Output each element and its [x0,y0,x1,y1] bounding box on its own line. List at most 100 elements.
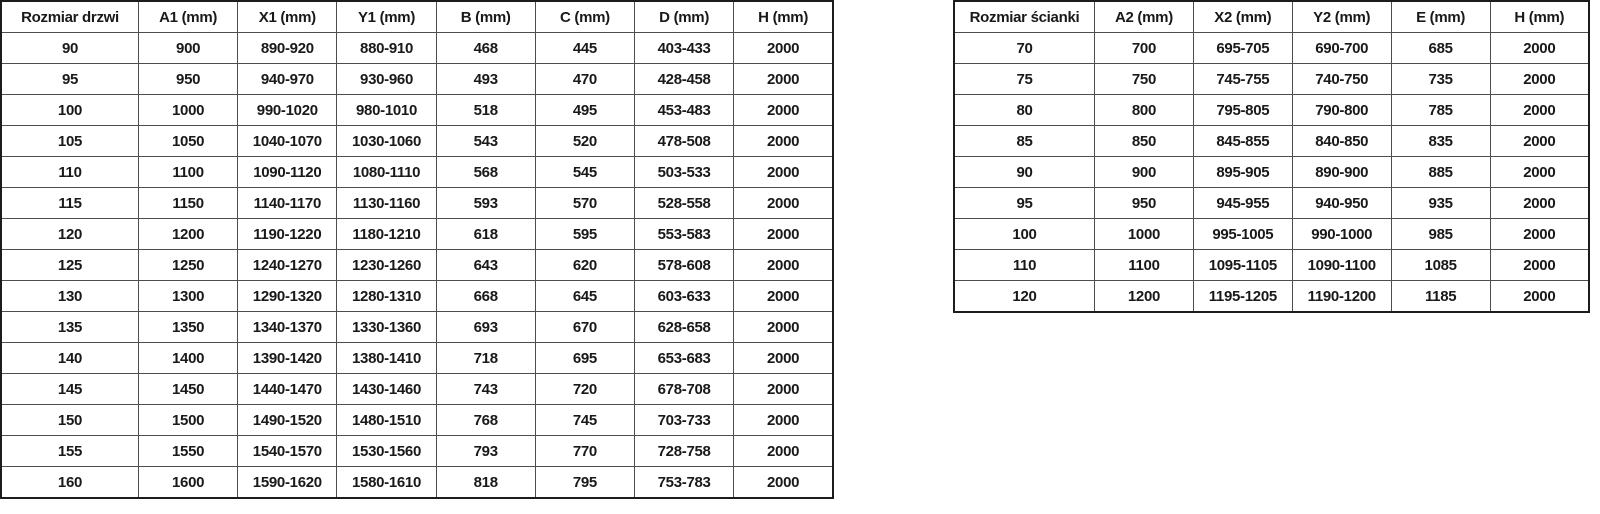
table-cell: 745 [534,404,636,436]
wall-sizes-table: Rozmiar ścianki A2 (mm) X2 (mm) Y2 (mm) E (m… [953,0,1590,313]
table-cell: 110 [953,249,1095,281]
table-row: 90 900 890-920 880-910 468 445 403-433 2000 [0,32,834,64]
table-cell: 1240-1270 [237,249,338,281]
table-cell: 1000 [1094,218,1194,250]
table-cell: 2000 [733,466,834,499]
table-row: 145 1450 1440-1470 1430-1460 743 720 678-708 20… [0,373,834,405]
table-cell: 2000 [733,94,834,126]
table-cell: 120 [953,280,1095,313]
table-cell: 1090-1100 [1291,249,1392,281]
column-header: D (mm) [634,0,735,33]
table-row: 130 1300 1290-1320 1280-1310 668 645 603-633 20… [0,280,834,312]
table-cell: 95 [953,187,1095,219]
table-row: 125 1250 1240-1270 1230-1260 643 620 578-608 20… [0,249,834,281]
header-row: Rozmiar drzwi A1 (mm) X1 (mm) Y1 (mm) B (mm)… [0,0,834,33]
table-cell: 700 [1094,32,1194,64]
table-cell: 940-970 [237,63,338,95]
table-row: 95 950 945-955 940-950 935 2000 [953,187,1590,219]
table-cell: 2000 [1489,125,1590,157]
table-cell: 1530-1560 [336,435,437,467]
table-cell: 140 [0,342,139,374]
table-cell: 95 [0,63,139,95]
table-cell: 2000 [733,125,834,157]
table-cell: 1100 [137,156,239,188]
table-cell: 795-805 [1192,94,1293,126]
table-cell: 985 [1390,218,1491,250]
table-cell: 2000 [733,435,834,467]
table-row: 150 1500 1490-1520 1480-1510 768 745 703-733 20… [0,404,834,436]
table-cell: 668 [435,280,536,312]
table-cell: 578-608 [634,249,735,281]
table-cell: 940-950 [1291,187,1392,219]
table-cell: 1080-1110 [336,156,437,188]
table-cell: 1185 [1390,280,1491,313]
table-row: 105 1050 1040-1070 1030-1060 543 520 478-508 20… [0,125,834,157]
column-header: A1 (mm) [137,0,239,33]
table-row: 115 1150 1140-1170 1130-1160 593 570 528-558 20… [0,187,834,219]
table-cell: 518 [435,94,536,126]
table-cell: 1350 [137,311,239,343]
column-header: H (mm) [1489,0,1590,33]
table-cell: 945-955 [1192,187,1293,219]
table-cell: 545 [534,156,636,188]
table-cell: 428-458 [634,63,735,95]
table-cell: 2000 [1489,249,1590,281]
table-cell: 2000 [733,249,834,281]
table-cell: 740-750 [1291,63,1392,95]
table-cell: 930-960 [336,63,437,95]
table-cell: 690-700 [1291,32,1392,64]
table-cell: 593 [435,187,536,219]
table-cell: 750 [1094,63,1194,95]
table-cell: 1085 [1390,249,1491,281]
table-cell: 743 [435,373,536,405]
table-cell: 840-850 [1291,125,1392,157]
table-cell: 770 [534,435,636,467]
table-cell: 768 [435,404,536,436]
table-cell: 790-800 [1291,94,1392,126]
table-cell: 503-533 [634,156,735,188]
table-row: 110 1100 1090-1120 1080-1110 568 545 503-533 20… [0,156,834,188]
table-cell: 520 [534,125,636,157]
table-cell: 900 [137,32,239,64]
table-cell: 1380-1410 [336,342,437,374]
table-cell: 2000 [733,311,834,343]
table-row: 100 1000 995-1005 990-1000 985 2000 [953,218,1590,250]
table-row: 140 1400 1390-1420 1380-1410 718 695 653-683 20… [0,342,834,374]
table-cell: 950 [137,63,239,95]
table-cell: 100 [953,218,1095,250]
table-cell: 2000 [733,63,834,95]
table-cell: 880-910 [336,32,437,64]
column-header: H (mm) [733,0,834,33]
table-cell: 1330-1360 [336,311,437,343]
table-cell: 125 [0,249,139,281]
table-cell: 890-920 [237,32,338,64]
table-cell: 2000 [733,156,834,188]
table-row: 70 700 695-705 690-700 685 2000 [953,32,1590,64]
table-cell: 2000 [733,342,834,374]
table-row: 155 1550 1540-1570 1530-1560 793 770 728-758 20… [0,435,834,467]
table-cell: 643 [435,249,536,281]
table-row: 100 1000 990-1020 980-1010 518 495 453-483 2000 [0,94,834,126]
table-cell: 85 [953,125,1095,157]
table-cell: 160 [0,466,139,499]
table-row: 80 800 795-805 790-800 785 2000 [953,94,1590,126]
table-cell: 2000 [1489,156,1590,188]
table-cell: 678-708 [634,373,735,405]
table-cell: 845-855 [1192,125,1293,157]
table-cell: 403-433 [634,32,735,64]
table-cell: 1190-1200 [1291,280,1392,313]
table-cell: 1180-1210 [336,218,437,250]
table-cell: 2000 [1489,218,1590,250]
table-cell: 2000 [1489,63,1590,95]
table-cell: 1500 [137,404,239,436]
table-cell: 1050 [137,125,239,157]
table-cell: 568 [435,156,536,188]
table-cell: 120 [0,218,139,250]
table-cell: 793 [435,435,536,467]
table-cell: 2000 [733,404,834,436]
table-cell: 753-783 [634,466,735,499]
table-cell: 1400 [137,342,239,374]
table-row: 160 1600 1590-1620 1580-1610 818 795 753-783 20… [0,466,834,499]
table-cell: 720 [534,373,636,405]
table-cell: 2000 [1489,280,1590,313]
